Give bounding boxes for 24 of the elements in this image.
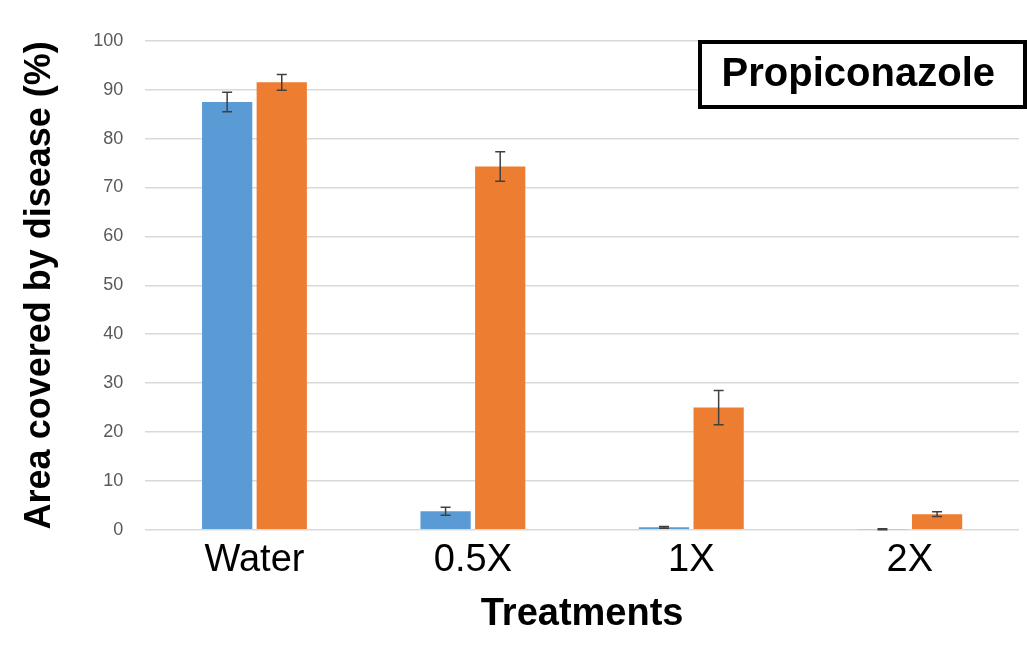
y-tick-label: 100 (93, 29, 124, 50)
chart-title: Propiconazole (697, 40, 1027, 109)
y-tick-label: 0 (113, 518, 124, 539)
bar (693, 407, 744, 530)
y-tick-label: 20 (103, 420, 124, 441)
y-tick-label: 10 (103, 469, 124, 490)
y-tick-label: 70 (103, 176, 124, 197)
y-tick-label: 40 (103, 323, 124, 344)
y-tick-label: 50 (103, 274, 124, 295)
y-axis-title: Area covered by disease (%) (16, 41, 58, 530)
bar (256, 82, 307, 530)
bar (911, 514, 963, 530)
x-tick-label: 1X (668, 537, 715, 580)
y-tick-label: 80 (103, 127, 124, 148)
x-tick-label: Water (204, 537, 305, 580)
bar (475, 166, 526, 530)
x-tick-label: 2X (886, 537, 934, 580)
bar (420, 511, 471, 530)
y-tick-label: 60 (103, 225, 124, 246)
bar (202, 101, 253, 530)
y-tick-label: 90 (103, 78, 124, 99)
x-tick-label: 0.5X (433, 537, 512, 580)
x-axis-title: Treatments (480, 590, 684, 633)
y-tick-label: 30 (103, 372, 124, 393)
